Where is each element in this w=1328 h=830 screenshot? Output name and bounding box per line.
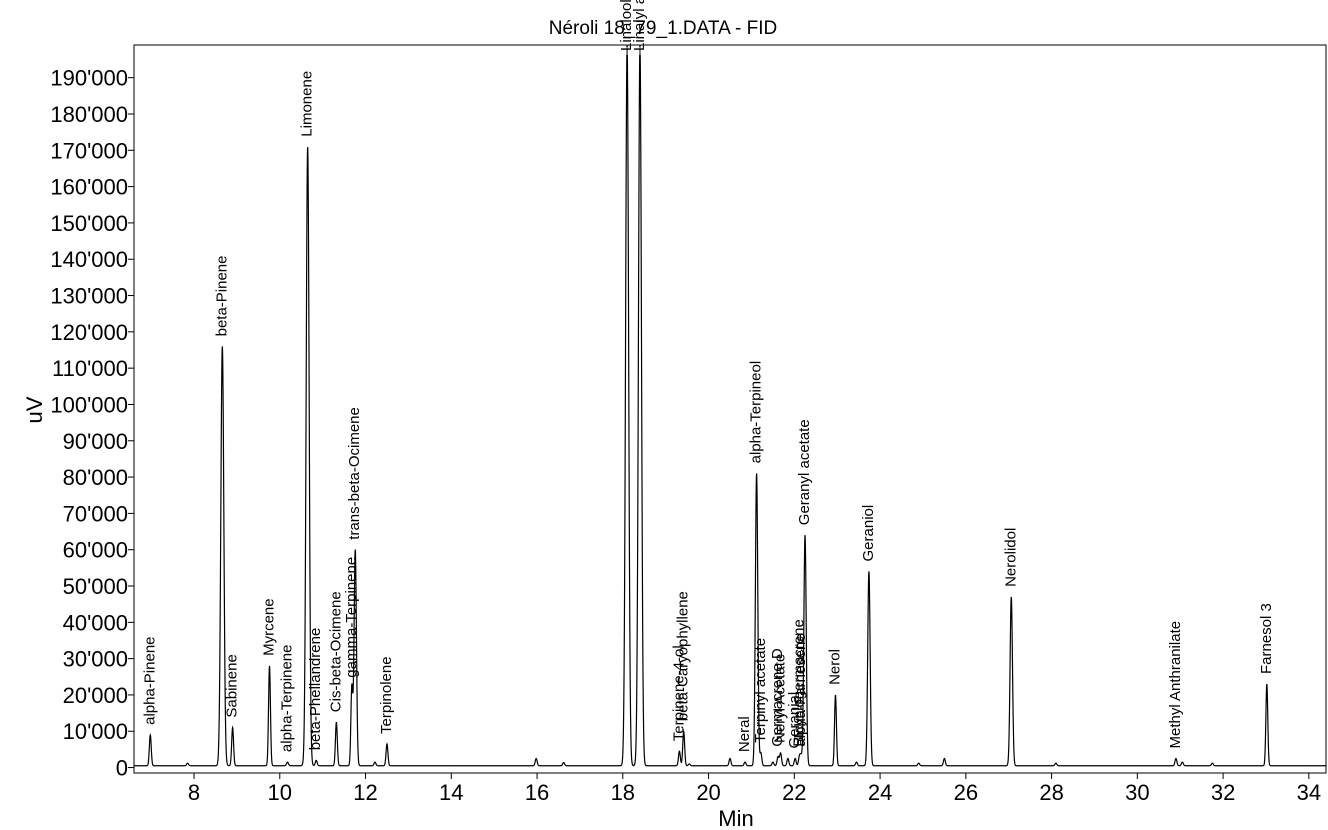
signal-trace	[134, 45, 1326, 767]
y-tick-label-14: 140'000	[50, 247, 128, 272]
plot-frame	[133, 44, 1327, 774]
x-tick-label-0: 8	[188, 780, 200, 805]
x-tick-label-8: 24	[868, 780, 892, 805]
x-tick-label-6: 20	[696, 780, 720, 805]
x-tick-label-5: 18	[611, 780, 635, 805]
y-tick-label-6: 60'000	[63, 538, 128, 563]
y-axis-label: uV	[22, 396, 47, 423]
y-tick-label-16: 160'000	[50, 175, 128, 200]
peak-label-28: Farnesol 3	[1258, 603, 1275, 674]
y-tick-label-8: 80'000	[63, 465, 128, 490]
peak-label-4: alpha-Terpinene	[279, 645, 296, 753]
x-tick-label-4: 16	[525, 780, 549, 805]
peak-label-14: beta-Caryophyllene	[675, 591, 692, 721]
y-tick-label-15: 150'000	[50, 211, 128, 236]
y-tick-label-5: 50'000	[63, 574, 128, 599]
y-tick-label-4: 40'000	[63, 610, 128, 635]
peak-label-13: Terpinene-4-ol	[670, 645, 687, 741]
y-tick-label-0: 0	[116, 756, 128, 781]
peak-label-16: alpha-Terpineol	[748, 361, 765, 464]
peak-label-12: Linalyl acetate	[631, 0, 648, 51]
peak-label-7: Cis-beta-Ocimene	[327, 591, 344, 712]
y-tick-label-18: 180'000	[50, 102, 128, 127]
peak-label-19: Neryl Acetate	[772, 654, 789, 743]
chart-title: Néroli 18_79_1.DATA - FID	[549, 18, 777, 39]
x-axis-label: Min	[718, 806, 753, 830]
y-tick-label-10: 100'000	[50, 392, 128, 417]
peak-label-21: Bicyclogermacrene	[791, 619, 808, 747]
peak-label-17: Terpinyl acetate	[752, 638, 769, 743]
peak-label-15: Neral	[736, 716, 753, 752]
peak-label-18: Germacrene D	[769, 648, 786, 747]
x-tick-label-11: 30	[1125, 780, 1149, 805]
peak-label-22: alpha-Farnesene	[792, 633, 809, 746]
x-tick-label-3: 14	[439, 780, 463, 805]
peak-label-20: Geranial	[786, 692, 803, 749]
y-tick-label-2: 20'000	[63, 683, 128, 708]
x-tick-label-7: 22	[782, 780, 806, 805]
peak-label-27: Methyl Anthranilate	[1167, 621, 1184, 749]
y-tick-label-13: 130'000	[50, 284, 128, 309]
peak-label-2: Sabinene	[224, 654, 241, 717]
y-tick-label-11: 110'000	[52, 356, 128, 381]
peak-label-24: Nerol	[827, 649, 844, 685]
y-tick-label-3: 30'000	[63, 647, 128, 672]
peak-label-26: Nerolidol	[1002, 528, 1019, 587]
x-tick-label-1: 10	[268, 780, 292, 805]
peak-label-1: beta-Pinene	[213, 255, 230, 336]
x-tick-label-12: 32	[1211, 780, 1235, 805]
peak-label-8: gamma-Terpinene	[343, 557, 360, 678]
peak-label-23: Geranyl acetate	[796, 419, 813, 525]
peak-label-9: trans-beta-Ocimene	[346, 407, 363, 540]
peak-label-25: Geraniol	[860, 505, 877, 562]
y-tick-label-12: 120'000	[50, 320, 128, 345]
peak-label-6: beta-Phellandrene	[307, 628, 324, 751]
peak-label-3: Myrcene	[261, 598, 278, 656]
peak-label-11: Linalool	[618, 0, 635, 51]
peak-label-5: Limonene	[299, 71, 316, 137]
peak-label-10: Terpinolene	[378, 656, 395, 734]
x-tick-label-13: 34	[1297, 780, 1321, 805]
x-tick-label-9: 26	[954, 780, 978, 805]
plot-area: 0 10'000 20'000 30'000 40'000 50'000 60'000 70'…	[50, 0, 1327, 805]
y-tick-label-7: 70'000	[63, 501, 128, 526]
x-tick-label-10: 28	[1039, 780, 1063, 805]
y-tick-label-1: 10'000	[63, 719, 128, 744]
y-tick-label-9: 90'000	[63, 429, 128, 454]
y-tick-label-19: 190'000	[50, 66, 128, 91]
peak-label-0: alpha-Pinene	[141, 636, 158, 724]
x-tick-label-2: 12	[353, 780, 377, 805]
y-tick-label-17: 170'000	[50, 138, 128, 163]
